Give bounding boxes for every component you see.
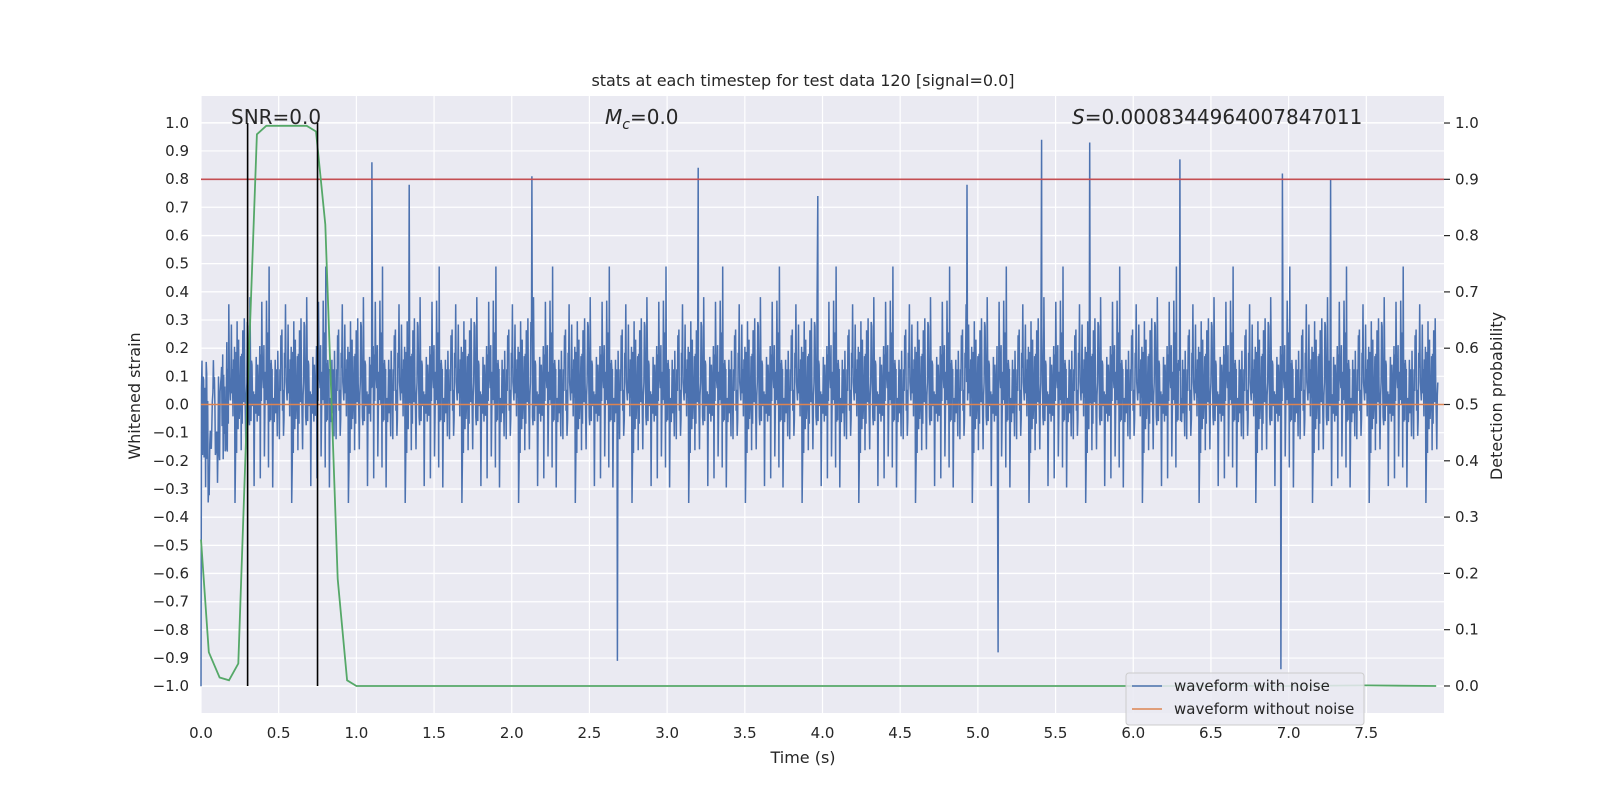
y-tick-label: 0.9 xyxy=(165,142,189,160)
x-tick-label: 4.5 xyxy=(888,724,912,742)
y-tick-label: 1.0 xyxy=(165,114,189,132)
legend-box xyxy=(1125,672,1365,726)
y-tick-label: 0.1 xyxy=(165,367,189,385)
score-symbol: S xyxy=(1072,105,1085,129)
y-tick-label: 0.3 xyxy=(165,311,189,329)
y-tick-label: −0.5 xyxy=(153,536,189,554)
y-tick-label: −0.7 xyxy=(153,593,189,611)
x-tick-label: 3.5 xyxy=(733,724,757,742)
y-tick-label: −0.3 xyxy=(153,480,189,498)
y-tick-label: −0.9 xyxy=(153,649,189,667)
y-tick-label: 0.6 xyxy=(165,226,189,244)
plot-layer xyxy=(200,123,1444,687)
y-tick-label: −0.6 xyxy=(153,565,189,583)
x-tick-label: 4.0 xyxy=(811,724,835,742)
y-tick-label: −0.4 xyxy=(153,508,189,526)
x-tick-label: 2.5 xyxy=(578,724,602,742)
y2-tick-label: 0.7 xyxy=(1455,283,1479,301)
x-axis-label: Time (s) xyxy=(769,748,835,767)
chirp-mass-symbol: M xyxy=(605,105,622,129)
y-tick-label: 0.4 xyxy=(165,283,189,301)
score-value: =0.0008344964007847011 xyxy=(1085,105,1363,129)
snr-annotation: SNR=0.0 xyxy=(231,105,321,129)
y2-tick-label: 0.3 xyxy=(1455,508,1479,526)
x-tick-label: 2.0 xyxy=(500,724,524,742)
legend: waveform with noise waveform without noi… xyxy=(1125,672,1365,726)
y2-tick-label: 0.9 xyxy=(1455,170,1479,188)
legend-label-noise: waveform with noise xyxy=(1174,677,1330,695)
x-axis-ticks: 0.0 0.5 1.0 1.5 2.0 2.5 3.0 3.5 4.0 4.5 5.0 5.5 6.0 6… xyxy=(189,724,1378,742)
y-axis-label: Whitened strain xyxy=(125,332,144,459)
y-tick-label: −0.2 xyxy=(153,452,189,470)
chirp-mass-subscript: c xyxy=(622,117,630,133)
y2-tick-label: 0.8 xyxy=(1455,227,1479,245)
x-tick-label: 0.0 xyxy=(189,724,213,742)
y-tick-label: 0.0 xyxy=(165,396,189,414)
x-tick-label: 1.0 xyxy=(344,724,368,742)
y2-tick-label: 0.5 xyxy=(1455,396,1479,414)
x-tick-label: 5.0 xyxy=(966,724,990,742)
y2-tick-label: 0.2 xyxy=(1455,564,1479,582)
y2-tick-label: 0.1 xyxy=(1455,621,1479,639)
x-tick-label: 0.5 xyxy=(267,724,291,742)
y2-tick-label: 1.0 xyxy=(1455,114,1479,132)
y2-axis-ticks: 1.0 0.9 0.8 0.7 0.6 0.5 0.4 0.3 0.2 0.1 0.0 xyxy=(1444,114,1479,695)
series-waveform-with-noise xyxy=(200,139,1439,687)
x-tick-label: 3.0 xyxy=(655,724,679,742)
y2-tick-label: 0.6 xyxy=(1455,339,1479,357)
y-tick-label: 0.7 xyxy=(165,198,189,216)
x-tick-label: 1.5 xyxy=(422,724,446,742)
x-tick-label: 7.5 xyxy=(1354,724,1378,742)
y-tick-label: −1.0 xyxy=(153,677,189,695)
y2-tick-label: 0.0 xyxy=(1455,677,1479,695)
y-tick-label: −0.8 xyxy=(153,621,189,639)
x-tick-label: 7.0 xyxy=(1277,724,1301,742)
y2-tick-label: 0.4 xyxy=(1455,452,1479,470)
y-tick-label: 0.8 xyxy=(165,170,189,188)
y-tick-label: 0.5 xyxy=(165,255,189,273)
x-tick-label: 6.5 xyxy=(1199,724,1223,742)
chart-title: stats at each timestep for test data 120… xyxy=(591,71,1014,90)
x-tick-label: 6.0 xyxy=(1121,724,1145,742)
x-tick-label: 5.5 xyxy=(1044,724,1068,742)
score-annotation: S=0.0008344964007847011 xyxy=(1072,105,1362,129)
series-detection-probability xyxy=(200,124,1437,687)
legend-label-clean: waveform without noise xyxy=(1174,700,1354,718)
chirp-mass-annotation: Mc=0.0 xyxy=(605,105,679,133)
y-tick-label: 0.2 xyxy=(165,339,189,357)
y2-axis-label: Detection probability xyxy=(1487,312,1506,480)
chirp-mass-value: =0.0 xyxy=(630,105,679,129)
y-tick-label: −0.1 xyxy=(153,424,189,442)
y-axis-ticks: 1.0 0.9 0.8 0.7 0.6 0.5 0.4 0.3 0.2 0.1 0.0 −0.1 −0.… xyxy=(153,114,189,695)
